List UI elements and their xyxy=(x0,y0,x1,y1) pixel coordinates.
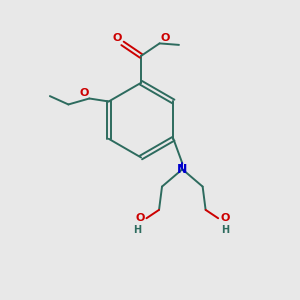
Text: O: O xyxy=(112,33,122,43)
Text: O: O xyxy=(135,213,145,223)
Text: N: N xyxy=(177,163,188,176)
Text: O: O xyxy=(160,33,170,43)
Text: H: H xyxy=(221,225,229,235)
Text: O: O xyxy=(220,213,230,223)
Text: H: H xyxy=(133,225,141,235)
Text: O: O xyxy=(79,88,88,98)
